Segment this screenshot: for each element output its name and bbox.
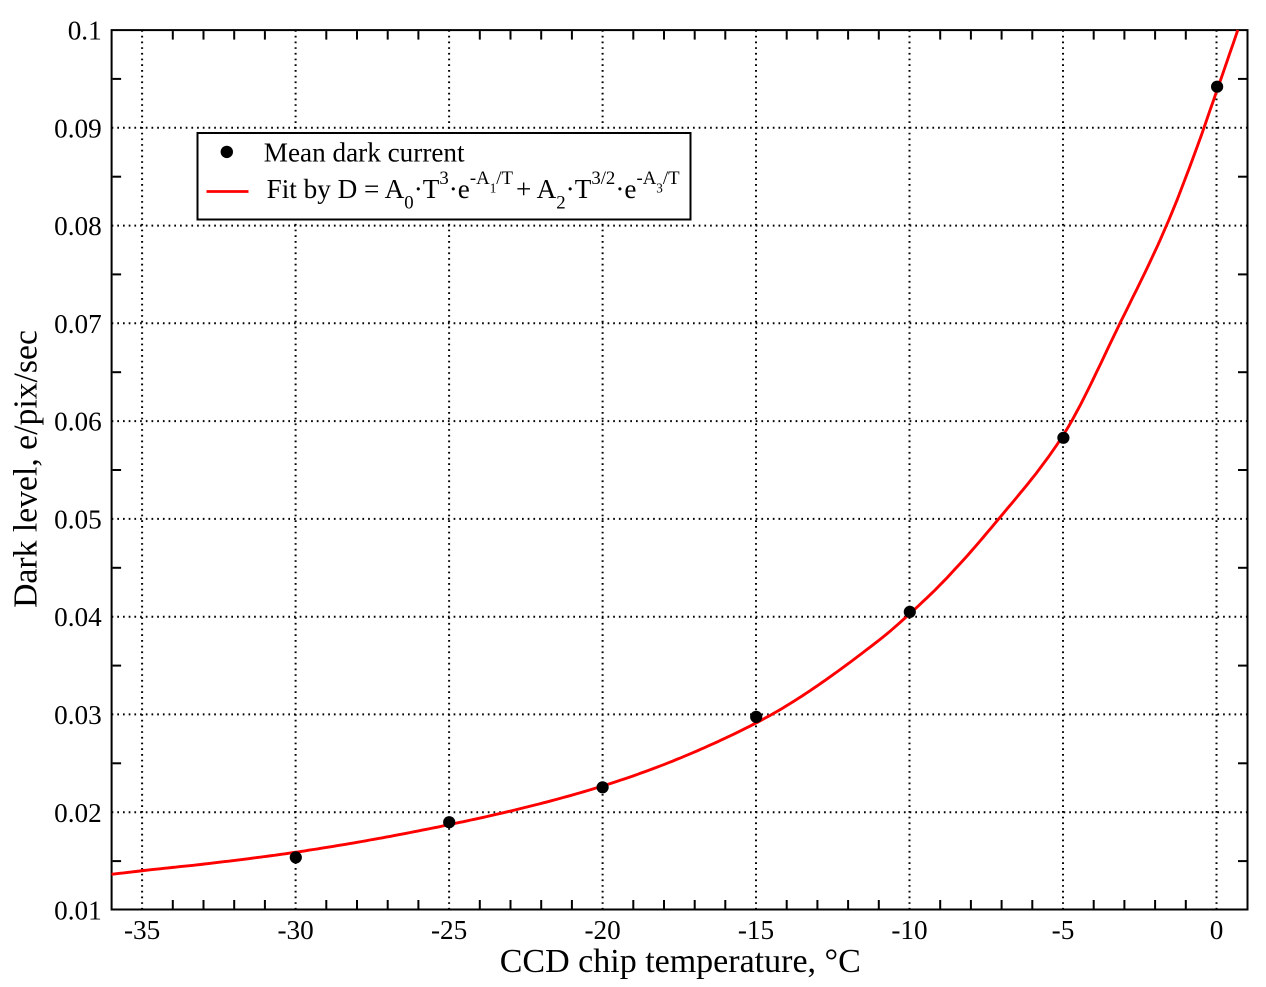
svg-text:-15: -15: [738, 915, 774, 945]
svg-text:-35: -35: [124, 915, 160, 945]
svg-text:-30: -30: [277, 915, 313, 945]
svg-text:0.04: 0.04: [54, 602, 102, 632]
svg-text:0.05: 0.05: [54, 504, 102, 534]
svg-text:Dark level, e/pix/sec: Dark level, e/pix/sec: [8, 330, 45, 608]
svg-text:-5: -5: [1052, 915, 1075, 945]
svg-text:-25: -25: [431, 915, 467, 945]
svg-text:CCD chip temperature, °C: CCD chip temperature, °C: [500, 943, 861, 980]
svg-text:0.08: 0.08: [54, 211, 102, 241]
svg-text:-10: -10: [891, 915, 927, 945]
svg-text:0.02: 0.02: [54, 798, 102, 828]
svg-text:0.01: 0.01: [54, 896, 102, 926]
svg-text:0.09: 0.09: [54, 113, 102, 143]
svg-text:Mean dark current: Mean dark current: [264, 137, 465, 167]
svg-text:0.06: 0.06: [54, 407, 102, 437]
svg-text:0.07: 0.07: [54, 309, 102, 339]
svg-text:0.03: 0.03: [54, 700, 102, 730]
svg-text:0: 0: [1210, 915, 1224, 945]
svg-text:-20: -20: [584, 915, 620, 945]
svg-text:0.1: 0.1: [68, 16, 102, 46]
